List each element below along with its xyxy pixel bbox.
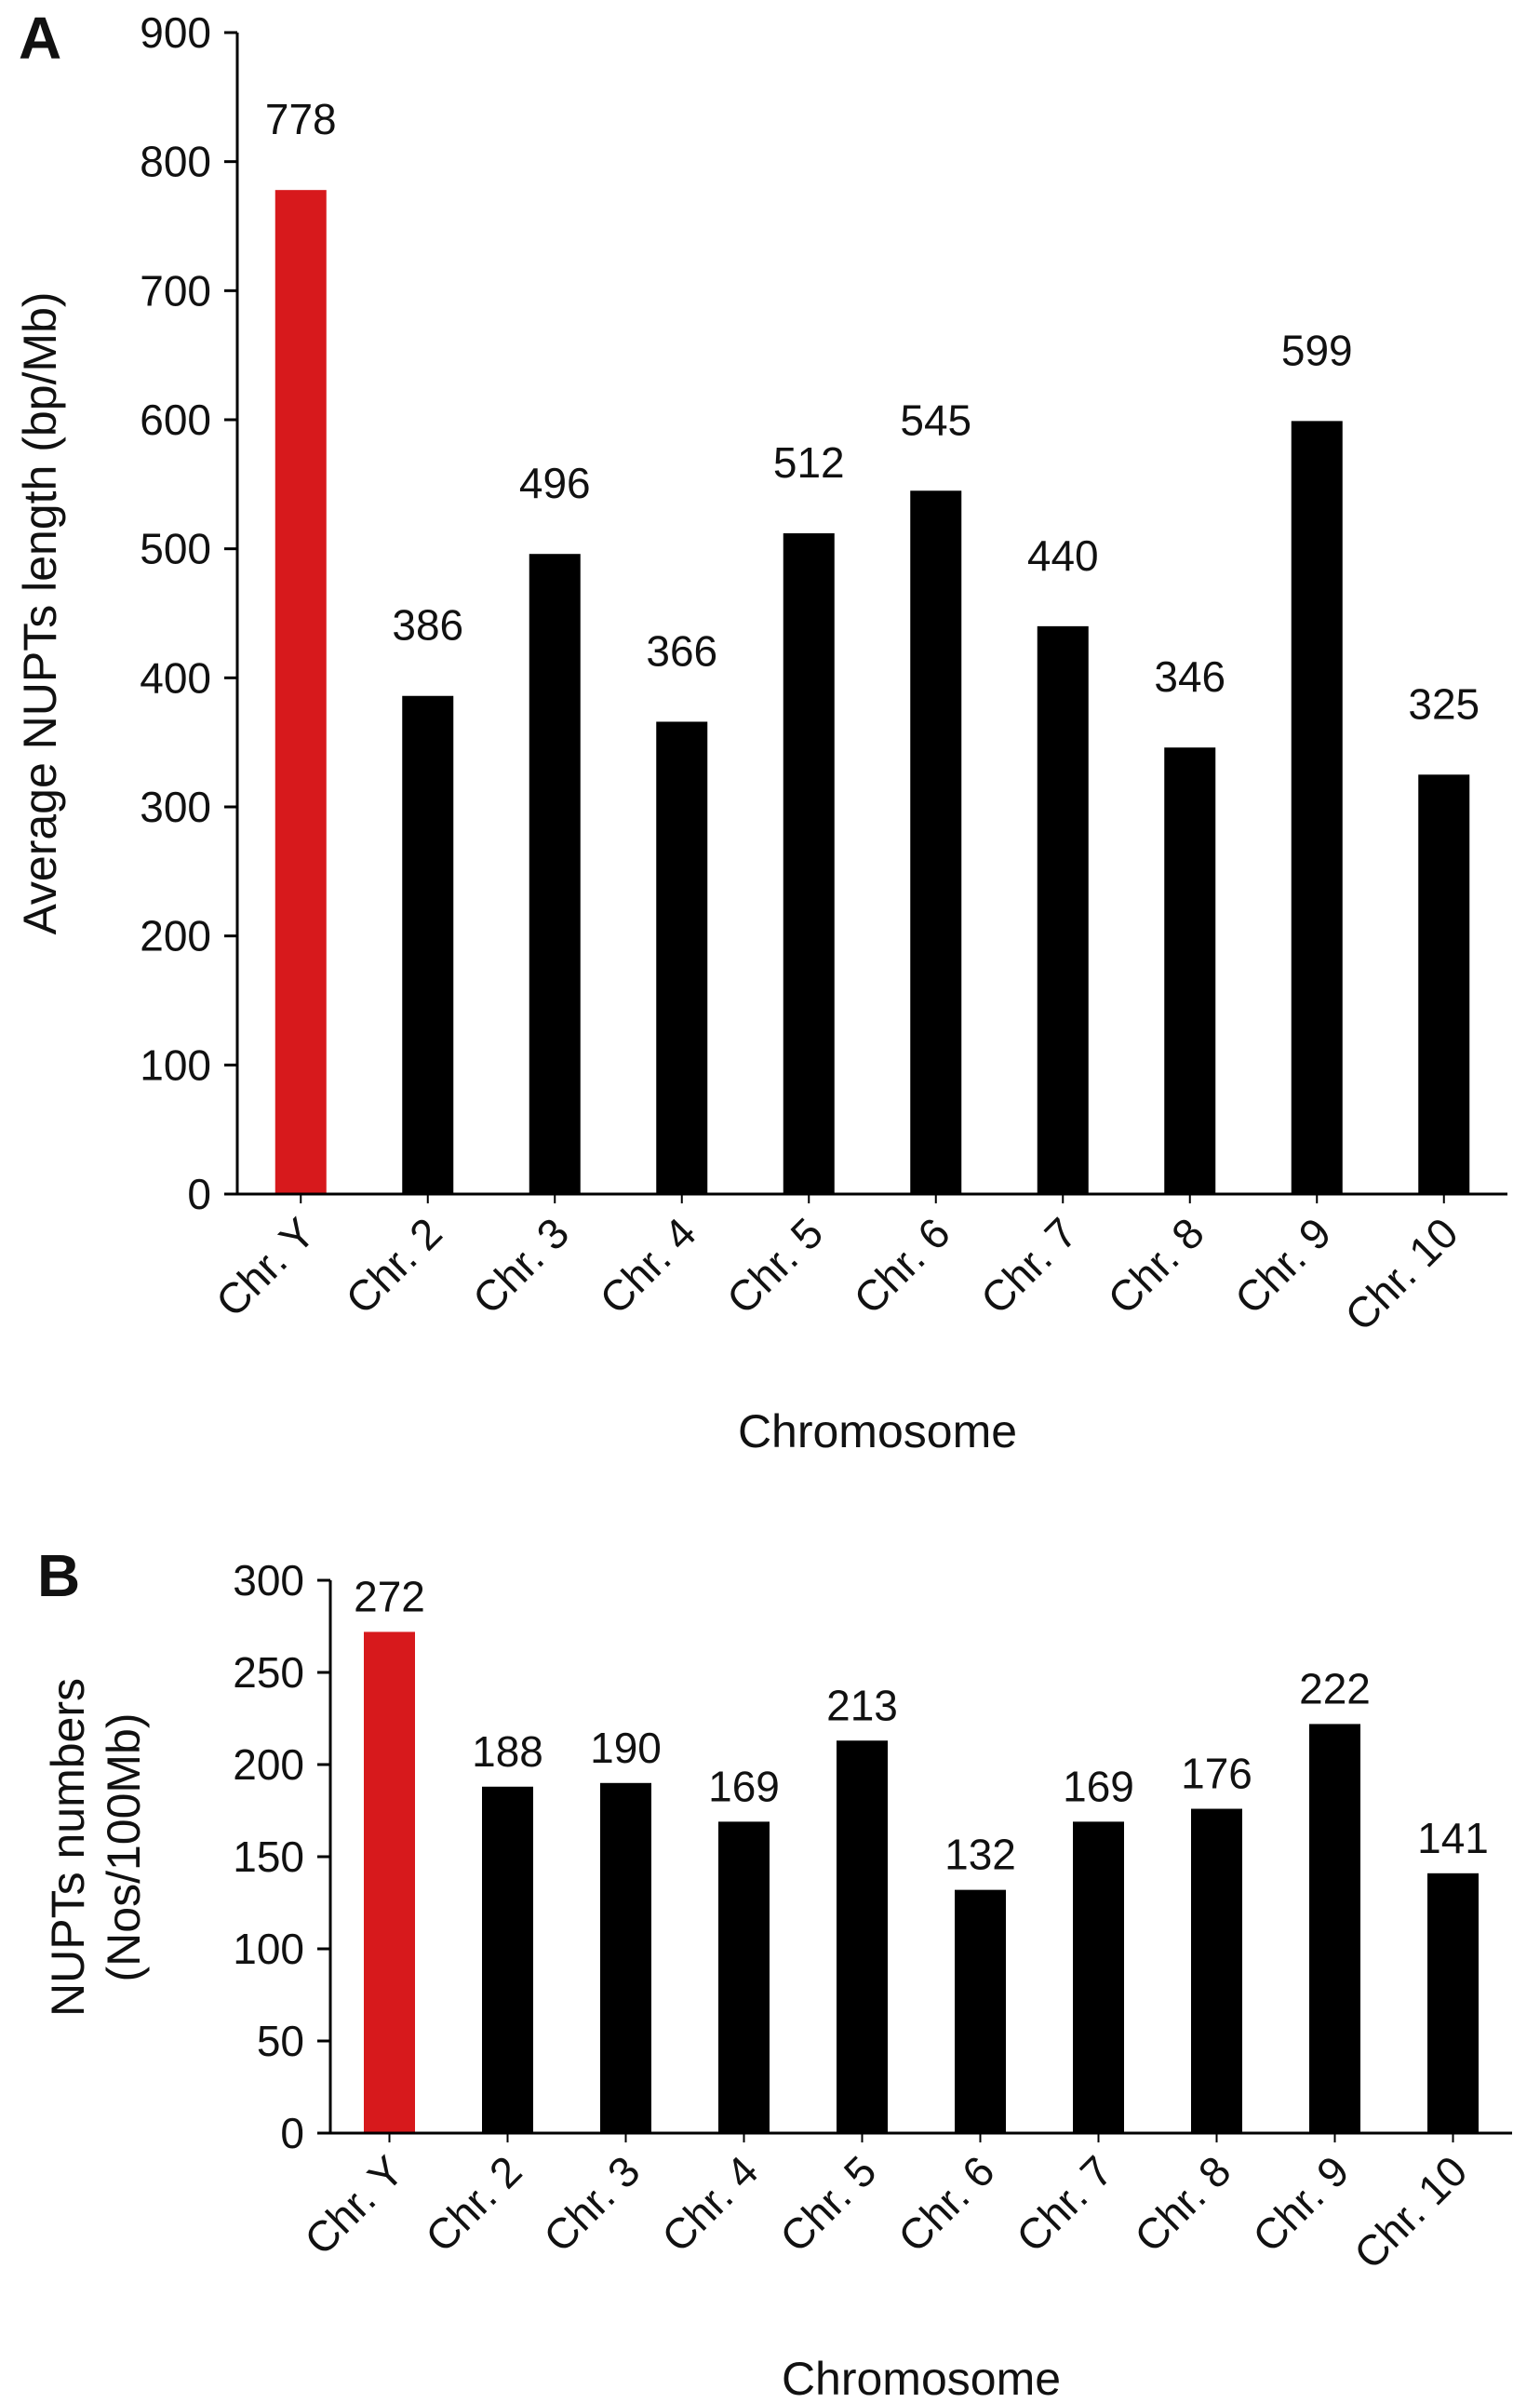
panel-a-label: A	[19, 5, 61, 72]
y-tick-label: 50	[257, 2017, 304, 2065]
panel-b-y-axis-title-line1: NUPTs numbers	[42, 1678, 94, 2017]
panel-a-data-labels: 778 386 496 366 512 545 440 346 599 325	[265, 95, 1480, 728]
x-tick-label: Chr. 8	[1098, 1208, 1213, 1323]
y-tick-label: 500	[140, 525, 211, 573]
data-label: 169	[1063, 1762, 1134, 1810]
panel-a-x-axis-title: Chromosome	[738, 1405, 1017, 1457]
panel-a-y-axis-title: Average NUPTs length (bp/Mb)	[14, 291, 66, 934]
bar-chr-y	[275, 190, 327, 1194]
panel-b-data-labels: 272 188 190 169 213 132 169 176 222 141	[354, 1572, 1489, 1878]
bar-chr-y	[364, 1631, 415, 2133]
bar-chr-8	[1164, 747, 1216, 1194]
data-label: 366	[646, 626, 717, 675]
bar-chr-8	[1191, 1808, 1242, 2133]
y-tick-label: 200	[140, 912, 211, 960]
bar-chr-4	[718, 1821, 770, 2133]
x-tick-label: Chr. 4	[590, 1208, 705, 1323]
panel-b-y-ticks: 0 50 100 150 200 250 300	[233, 1556, 330, 2157]
bar-chr-4	[656, 721, 708, 1194]
x-tick-label: Chr. 9	[1225, 1208, 1341, 1323]
panel-a-y-ticks: 0 100 200 300 400 500 600 700 800 900	[140, 8, 237, 1218]
x-tick-label: Chr. 6	[889, 2146, 1004, 2262]
panel-b-x-axis-title: Chromosome	[782, 2353, 1061, 2403]
panel-a: A 778 386 496 366 512 545 440 346 599 325 0 100 200…	[14, 5, 1507, 1457]
panel-a-bars	[275, 190, 1470, 1194]
y-tick-label: 100	[233, 1925, 304, 1973]
y-tick-label: 100	[140, 1040, 211, 1089]
bar-chr-3	[529, 554, 581, 1194]
x-tick-label: Chr. 5	[770, 2146, 886, 2262]
data-label: 222	[1299, 1664, 1371, 1712]
y-tick-label: 400	[140, 653, 211, 702]
y-tick-label: 600	[140, 396, 211, 444]
data-label: 778	[265, 95, 337, 143]
bar-chr-9	[1291, 421, 1343, 1194]
x-tick-label: Chr. 8	[1125, 2146, 1240, 2262]
y-tick-label: 900	[140, 8, 211, 57]
data-label: 169	[708, 1762, 780, 1810]
bar-chr-3	[600, 1782, 651, 2133]
x-tick-label: Chr. Y	[207, 1208, 325, 1326]
bar-chr-10	[1418, 774, 1470, 1194]
bar-chr-7	[1073, 1821, 1124, 2133]
y-tick-label: 300	[140, 783, 211, 831]
x-tick-label: Chr. 2	[336, 1208, 451, 1323]
data-label: 599	[1281, 326, 1353, 374]
panel-b-x-ticks: Chr. Y Chr. 2 Chr. 3 Chr. 4 Chr. 5 Chr. 6 Chr.…	[295, 2133, 1477, 2278]
x-tick-label: Chr. 2	[416, 2146, 531, 2262]
data-label: 346	[1154, 652, 1225, 701]
bar-chr-6	[955, 1889, 1006, 2133]
x-tick-label: Chr. 3	[463, 1208, 579, 1323]
data-label: 386	[392, 601, 463, 650]
y-tick-label: 0	[280, 2109, 304, 2157]
bar-chr-2	[482, 1786, 533, 2133]
data-label: 512	[773, 438, 845, 487]
data-label: 325	[1408, 679, 1480, 728]
y-tick-label: 800	[140, 138, 211, 186]
y-tick-label: 300	[233, 1556, 304, 1604]
data-label: 188	[472, 1727, 543, 1776]
data-label: 545	[900, 396, 971, 444]
panel-b: B 272 188 190 169 213 132 169 176 222 141 0 50 100 1…	[37, 1542, 1512, 2403]
panel-a-x-ticks: Chr. Y Chr. 2 Chr. 3 Chr. 4 Chr. 5 Chr. 6 Chr.…	[207, 1194, 1467, 1340]
x-tick-label: Chr. 3	[534, 2146, 649, 2262]
data-label: 132	[944, 1831, 1016, 1879]
x-tick-label: Chr. Y	[295, 2146, 413, 2264]
bar-chr-2	[402, 695, 454, 1194]
panel-b-label: B	[37, 1542, 80, 1609]
y-tick-label: 250	[233, 1648, 304, 1697]
x-tick-label: Chr. 4	[652, 2146, 768, 2262]
y-tick-label: 700	[140, 266, 211, 315]
x-tick-label: Chr. 9	[1243, 2146, 1359, 2262]
x-tick-label: Chr. 7	[1007, 2146, 1122, 2262]
data-label: 213	[826, 1681, 898, 1729]
x-tick-label: Chr. 7	[971, 1208, 1087, 1323]
data-label: 141	[1417, 1814, 1489, 1862]
data-label: 272	[354, 1572, 425, 1620]
y-tick-label: 0	[187, 1170, 211, 1218]
x-tick-label: Chr. 5	[717, 1208, 833, 1323]
data-label: 496	[519, 459, 591, 507]
data-label: 190	[590, 1724, 662, 1772]
panel-b-bars	[364, 1631, 1479, 2133]
data-label: 176	[1181, 1750, 1252, 1798]
bar-chr-6	[910, 490, 962, 1194]
x-tick-label: Chr. 10	[1345, 2146, 1477, 2278]
x-tick-label: Chr. 10	[1335, 1208, 1467, 1340]
bar-chr-7	[1037, 625, 1089, 1194]
bar-chr-5	[837, 1740, 888, 2133]
bar-chr-10	[1427, 1873, 1479, 2133]
bar-chr-5	[783, 533, 835, 1194]
y-tick-label: 200	[233, 1740, 304, 1789]
bar-chr-9	[1309, 1724, 1360, 2133]
data-label: 440	[1027, 531, 1099, 580]
x-tick-label: Chr. 6	[844, 1208, 959, 1323]
y-tick-label: 150	[233, 1832, 304, 1881]
panel-b-y-axis-title-line2: (Nos/100Mb)	[98, 1713, 150, 1982]
